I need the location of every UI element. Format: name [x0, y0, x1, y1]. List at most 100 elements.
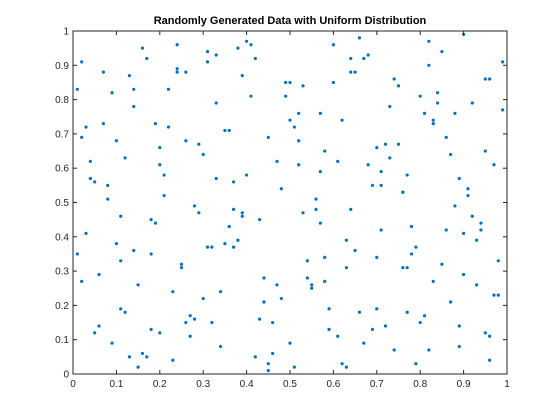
data-point [84, 125, 88, 129]
data-point [444, 228, 448, 232]
data-point [179, 262, 184, 266]
data-point [192, 317, 197, 321]
data-point [205, 60, 210, 64]
chart-title: Randomly Generated Data with Uniform Dis… [154, 15, 427, 27]
data-point [288, 341, 292, 345]
data-point [375, 307, 379, 311]
data-point [496, 293, 500, 297]
data-point [245, 173, 249, 177]
data-point [318, 170, 322, 174]
axes-background [73, 31, 507, 374]
data-point [405, 266, 409, 270]
data-point [279, 187, 283, 191]
data-point [323, 279, 327, 283]
data-point [266, 368, 270, 373]
data-point [231, 180, 236, 184]
data-point [197, 211, 201, 215]
data-point [466, 187, 470, 191]
data-point [110, 341, 114, 345]
data-point [284, 94, 288, 98]
data-point [275, 283, 279, 287]
data-point [366, 53, 370, 57]
data-point [331, 43, 335, 47]
data-point [383, 142, 388, 146]
x-tick-label: 0.8 [413, 379, 427, 390]
data-point [349, 207, 353, 211]
data-point [188, 334, 192, 338]
data-point [427, 39, 431, 43]
x-tick-label: 0.9 [457, 379, 471, 390]
data-point [435, 91, 440, 95]
data-point [275, 159, 279, 163]
data-point [479, 221, 483, 225]
data-point [184, 320, 188, 325]
data-point [249, 43, 253, 47]
data-point [305, 259, 309, 263]
data-point [462, 231, 466, 235]
data-point [227, 128, 231, 133]
data-point [240, 214, 244, 218]
x-tick-label: 1 [504, 379, 510, 390]
data-point [227, 224, 231, 229]
data-point [431, 122, 435, 126]
y-axis: 0 0.1 0.2 0.3 0.4 0.5 0.6 0.7 0.8 0.9 1 [55, 27, 507, 381]
data-point [119, 214, 123, 218]
data-point [288, 80, 292, 85]
data-point [262, 276, 266, 280]
data-point [140, 46, 145, 50]
data-point [457, 344, 461, 349]
data-point [292, 365, 296, 369]
data-point [340, 118, 344, 122]
data-point [349, 70, 353, 74]
data-point [362, 56, 366, 61]
data-point [357, 36, 362, 40]
data-point [236, 46, 240, 50]
data-point [192, 204, 197, 208]
data-point [418, 94, 422, 98]
data-point [414, 245, 418, 249]
data-point [166, 125, 171, 129]
data-point [266, 135, 270, 139]
data-point [396, 84, 401, 88]
data-point [370, 183, 375, 187]
data-point [409, 252, 414, 256]
data-point [149, 252, 153, 256]
data-point [110, 91, 114, 95]
data-point [488, 334, 492, 338]
data-point [305, 276, 309, 280]
data-point [288, 118, 292, 122]
data-point [149, 218, 153, 222]
data-point [240, 73, 244, 78]
data-point [175, 70, 179, 74]
data-point [205, 245, 210, 249]
data-point [392, 77, 396, 81]
data-point [392, 348, 396, 352]
data-point [132, 248, 136, 253]
data-point [301, 211, 305, 215]
data-point [214, 176, 218, 181]
x-tick-label: 0.5 [283, 379, 297, 390]
data-point [427, 348, 431, 352]
data-point [401, 266, 405, 270]
data-point [279, 296, 283, 301]
data-point [114, 242, 118, 246]
data-point [340, 362, 344, 366]
data-point [231, 245, 236, 249]
data-point [145, 56, 149, 61]
data-point [357, 310, 362, 314]
data-point [470, 101, 474, 105]
data-point [383, 324, 388, 328]
data-point [301, 84, 305, 88]
data-point [323, 255, 327, 259]
data-point [310, 286, 314, 290]
data-point [462, 272, 466, 277]
data-point [435, 101, 440, 105]
data-point [327, 327, 331, 332]
data-point [106, 197, 110, 201]
y-tick-label: 0.3 [55, 267, 69, 278]
data-point [231, 207, 236, 211]
data-point [106, 183, 110, 187]
data-point [427, 63, 431, 67]
y-tick-label: 0.8 [55, 95, 69, 106]
data-point [271, 320, 275, 325]
